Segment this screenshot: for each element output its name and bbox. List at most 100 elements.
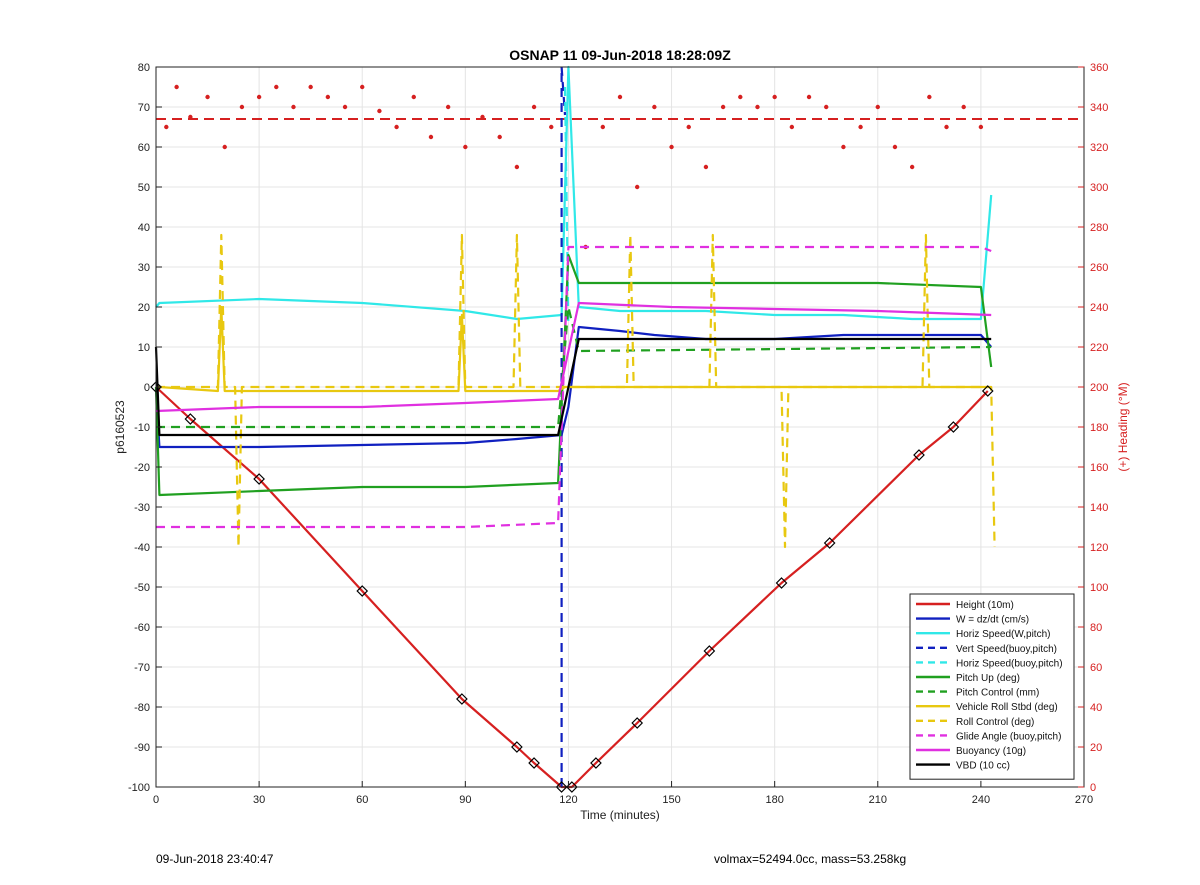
y-tick-label-left: 60 <box>138 142 150 154</box>
heading-point <box>256 94 262 100</box>
y-tick-label-right: 0 <box>1090 782 1096 794</box>
height-marker <box>511 741 523 753</box>
heading-point <box>806 94 812 100</box>
x-tick-label: 90 <box>459 794 471 806</box>
height-marker <box>913 449 925 461</box>
y-tick-label-left: 0 <box>144 382 150 394</box>
heading-point <box>445 104 451 110</box>
heading-point <box>600 124 606 130</box>
legend-label: Glide Angle (buoy,pitch) <box>956 731 1061 742</box>
heading-point <box>531 104 537 110</box>
y-tick-label-left: -60 <box>134 622 150 634</box>
height-marker <box>555 781 568 793</box>
y-tick-label-left: -30 <box>134 502 150 514</box>
legend-label: W = dz/dt (cm/s) <box>956 615 1029 626</box>
heading-point <box>634 184 640 190</box>
heading-point <box>428 134 434 140</box>
y-tick-label-right: 120 <box>1090 542 1108 554</box>
heading-point <box>342 104 348 110</box>
heading-point <box>686 124 691 130</box>
legend-label: VBD (10 cc) <box>956 761 1010 772</box>
y-tick-label-right: 60 <box>1090 662 1102 674</box>
legend-label: Vehicle Roll Stbd (deg) <box>956 702 1058 713</box>
legend: Height (10m) W = dz/dt (cm/s) Horiz Speed(… <box>909 593 1075 780</box>
y-tick-label-right: 280 <box>1090 222 1108 234</box>
heading-point <box>308 84 313 90</box>
height-marker <box>253 473 265 485</box>
y-tick-label-right: 340 <box>1090 102 1108 114</box>
x-tick-label: 240 <box>972 794 990 806</box>
series <box>154 65 996 789</box>
heading-point <box>360 84 365 90</box>
series-line-2 <box>155 65 993 321</box>
x-tick-label: 270 <box>1075 794 1093 806</box>
x-tick-label: 60 <box>356 794 368 806</box>
y-tick-label-right: 180 <box>1090 422 1108 434</box>
y-axis-label-right: (+) Heading (°M) <box>1116 382 1130 471</box>
y-tick-label-right: 40 <box>1090 702 1102 714</box>
legend-label: Vert Speed(buoy,pitch) <box>956 644 1057 655</box>
height-marker <box>528 757 540 769</box>
y-tick-label-right: 100 <box>1090 582 1108 594</box>
heading-point <box>927 94 932 100</box>
heading-point <box>549 124 554 130</box>
chart-title: OSNAP 11 09-Jun-2018 18:28:09Z <box>509 47 731 63</box>
heading-point <box>274 84 279 90</box>
y-tick-label-right: 360 <box>1090 62 1108 74</box>
heading-point <box>222 144 227 150</box>
series-line-11 <box>154 337 992 437</box>
heading-point <box>669 144 674 150</box>
heading-point <box>978 124 984 130</box>
heading-point <box>789 124 795 130</box>
heading-point <box>394 124 399 130</box>
x-tick-label: 150 <box>662 794 680 806</box>
y-tick-label-right: 240 <box>1090 302 1108 314</box>
y-tick-label-left: 80 <box>138 62 150 74</box>
y-tick-label-right: 320 <box>1090 142 1108 154</box>
y-tick-label-left: -10 <box>134 422 150 434</box>
heading-point <box>772 94 777 100</box>
height-marker <box>456 693 468 705</box>
y-tick-label-left: -50 <box>134 582 150 594</box>
heading-point <box>841 144 846 150</box>
series-line-7 <box>156 305 988 393</box>
heading-point <box>652 104 657 110</box>
y-tick-label-left: 70 <box>138 102 150 114</box>
heading-point <box>325 94 331 100</box>
heading-point <box>909 164 915 170</box>
height-marker <box>356 585 369 597</box>
heading-point <box>463 144 468 150</box>
heading-point <box>174 84 179 90</box>
height-marker <box>703 645 716 657</box>
y-tick-label-left: -80 <box>134 702 150 714</box>
x-tick-label: 30 <box>253 794 265 806</box>
heading-point <box>875 104 880 110</box>
y-tick-label-right: 80 <box>1090 622 1102 634</box>
footer-timestamp: 09-Jun-2018 23:40:47 <box>156 852 274 866</box>
series-line-5 <box>154 253 993 497</box>
height-marker <box>823 537 836 549</box>
y-tick-label-right: 220 <box>1090 342 1108 354</box>
x-tick-label: 0 <box>153 794 159 806</box>
y-tick-label-left: -90 <box>134 742 150 754</box>
y-tick-label-right: 160 <box>1090 462 1108 474</box>
legend-label: Horiz Speed(buoy,pitch) <box>956 658 1063 669</box>
heading-point <box>291 104 296 110</box>
height-marker <box>184 413 197 425</box>
legend-label: Pitch Up (deg) <box>956 673 1020 684</box>
legend-label: Buoyancy (10g) <box>956 746 1026 757</box>
legend-label: Roll Control (deg) <box>956 717 1034 728</box>
series-line-8 <box>156 233 996 549</box>
height-marker <box>590 757 602 769</box>
heading-point <box>892 144 898 150</box>
legend-label: Horiz Speed(W,pitch) <box>956 629 1050 640</box>
y-tick-label-right: 260 <box>1090 262 1108 274</box>
y-tick-label-left: -20 <box>134 462 150 474</box>
y-ticks-right: 0 20 40 60 80 100 120 140 160 180 200 220 240 260 280 3… <box>1078 62 1108 794</box>
y-tick-label-left: 10 <box>138 342 150 354</box>
series-line-6 <box>156 305 992 429</box>
x-tick-label: 120 <box>559 794 577 806</box>
heading-point <box>755 104 760 110</box>
heading-point <box>944 124 949 130</box>
